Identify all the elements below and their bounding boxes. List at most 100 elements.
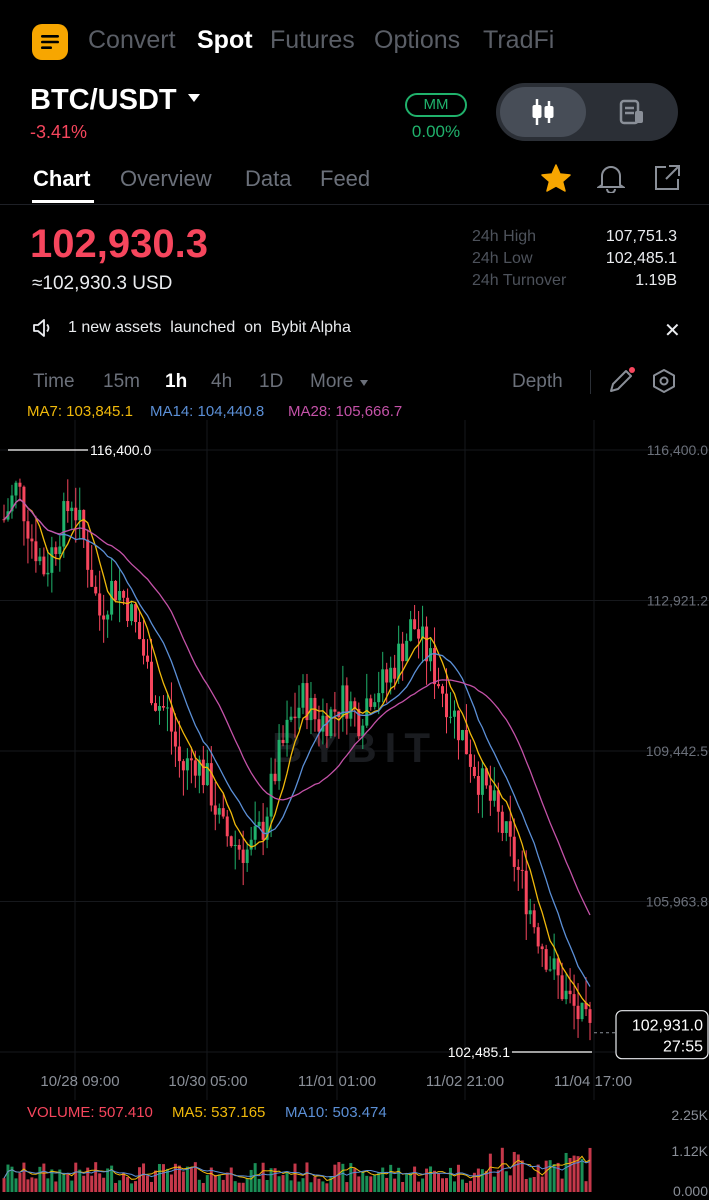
candle-body: [365, 698, 369, 726]
countdown-label: 27:55: [663, 1039, 703, 1056]
ma7-legend: MA7: 103,845.1: [27, 403, 133, 420]
candle-body: [409, 619, 413, 641]
depth-toggle[interactable]: Depth: [512, 371, 563, 392]
volume-bar: [393, 1178, 397, 1192]
speaker-icon: [33, 319, 50, 337]
caret-down-icon[interactable]: [186, 92, 202, 104]
volume-bar: [536, 1164, 540, 1192]
volume-bar: [6, 1164, 10, 1192]
interval-1h[interactable]: 1h: [165, 371, 188, 392]
volume-bar: [197, 1179, 201, 1192]
volume-bar: [333, 1164, 337, 1192]
volume-bar: [389, 1164, 393, 1192]
interval-1d[interactable]: 1D: [259, 371, 284, 392]
candle-body: [381, 669, 385, 694]
current-price-box: [615, 1010, 709, 1060]
candle-body: [528, 910, 532, 915]
interval-4h[interactable]: 4h: [211, 371, 233, 392]
candle-body: [118, 591, 122, 601]
interval-15m[interactable]: 15m: [103, 371, 140, 392]
volume-bar: [277, 1176, 281, 1192]
volume-bar: [397, 1167, 401, 1192]
volume-bar: [353, 1168, 357, 1192]
candle-body: [560, 975, 564, 1000]
volume-bar: [114, 1182, 118, 1192]
candle-body: [134, 604, 138, 623]
price-axis-label: 109,442.5: [646, 743, 708, 759]
interval-more[interactable]: More: [310, 371, 369, 393]
volume-bar: [425, 1168, 429, 1192]
volume-bar: [357, 1176, 361, 1192]
volume-bar: [225, 1172, 229, 1192]
orderbook-view-button[interactable]: [590, 87, 674, 137]
nav-tradfi[interactable]: TradFi: [483, 26, 555, 54]
candle-body: [417, 629, 421, 639]
volume-bar: [464, 1182, 468, 1192]
pencil-icon[interactable]: [606, 366, 636, 396]
candle-body: [353, 701, 357, 709]
pair-change-pct: -3.41%: [30, 122, 88, 142]
candle-body: [397, 643, 401, 679]
bell-icon[interactable]: [597, 163, 625, 193]
star-icon[interactable]: [540, 163, 572, 193]
tab-feed[interactable]: Feed: [320, 166, 371, 191]
tab-data[interactable]: Data: [245, 166, 292, 191]
volume-bar: [373, 1174, 377, 1192]
volume-bar: [329, 1176, 333, 1192]
interval-divider: [590, 370, 591, 394]
candle-body: [437, 684, 441, 687]
candle-body: [62, 501, 66, 547]
volume-bar: [512, 1151, 516, 1192]
mm-badge[interactable]: MM: [405, 93, 467, 117]
nav-options[interactable]: Options: [374, 26, 461, 54]
volume-bar: [540, 1176, 544, 1192]
close-icon[interactable]: ✕: [664, 320, 681, 342]
volume-bar: [492, 1176, 496, 1192]
announcement-bar[interactable]: 1 new assets launched on Bybit Alpha: [32, 316, 351, 340]
candle-body: [508, 821, 512, 837]
candle-body: [229, 836, 233, 847]
interval-time[interactable]: Time: [33, 371, 75, 392]
volume-bar: [213, 1174, 217, 1192]
candle-body: [177, 746, 181, 762]
stat-low-label: 24h Low: [472, 250, 533, 267]
volume-bar: [297, 1181, 301, 1192]
volume-bar: [22, 1162, 26, 1192]
volume-bar: [126, 1177, 130, 1192]
stat-turnover-label: 24h Turnover: [472, 272, 567, 289]
candle-body: [189, 758, 193, 761]
time-axis: 10/28 09:00 10/30 05:00 11/01 01:00 11/02 2…: [40, 1073, 632, 1090]
tab-chart[interactable]: Chart: [33, 166, 91, 191]
volume-bar: [157, 1163, 161, 1192]
candle-body: [82, 509, 86, 540]
nav-convert[interactable]: Convert: [88, 26, 176, 54]
candlestick-view-button[interactable]: [500, 87, 586, 137]
app-menu-icon[interactable]: [32, 24, 68, 60]
candle-body: [293, 716, 297, 719]
candle-body: [277, 739, 281, 782]
nav-spot[interactable]: Spot: [197, 26, 253, 54]
candle-body: [460, 730, 464, 741]
price-chart[interactable]: BYBIT 116,400.0 112,921.2 109,442.5 105,963…: [0, 420, 709, 1200]
candle-body: [321, 715, 325, 732]
candle-body: [385, 669, 389, 683]
settings-hex-icon[interactable]: [651, 368, 677, 394]
candle-body: [584, 1002, 588, 1010]
tab-overview[interactable]: Overview: [120, 166, 212, 191]
nav-futures[interactable]: Futures: [270, 26, 355, 54]
volume-bar: [181, 1171, 185, 1192]
candle-body: [405, 640, 409, 662]
share-icon[interactable]: [652, 163, 682, 193]
volume-bar: [34, 1178, 38, 1192]
volume-bar: [261, 1162, 265, 1192]
candle-body: [341, 685, 345, 717]
candle-body: [126, 597, 130, 622]
time-axis-label: 11/02 21:00: [426, 1073, 504, 1090]
volume-bar: [580, 1158, 584, 1192]
volume-bar: [269, 1168, 273, 1192]
pair-symbol[interactable]: BTC/USDT: [30, 84, 177, 116]
candle-body: [26, 521, 30, 539]
volume-bar: [150, 1181, 153, 1192]
volume-bar: [345, 1182, 349, 1192]
candle-body: [221, 808, 225, 817]
